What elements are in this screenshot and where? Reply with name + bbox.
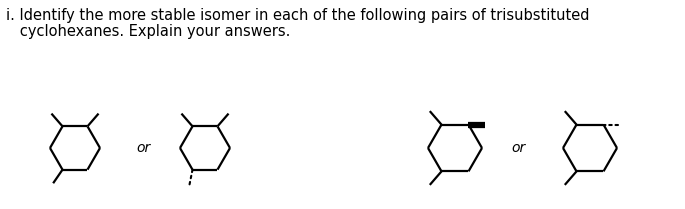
Text: cyclohexanes. Explain your answers.: cyclohexanes. Explain your answers. <box>6 24 290 39</box>
Text: i. Identify the more stable isomer in each of the following pairs of trisubstitu: i. Identify the more stable isomer in ea… <box>6 8 590 23</box>
Text: or: or <box>136 141 150 155</box>
Text: or: or <box>511 141 525 155</box>
